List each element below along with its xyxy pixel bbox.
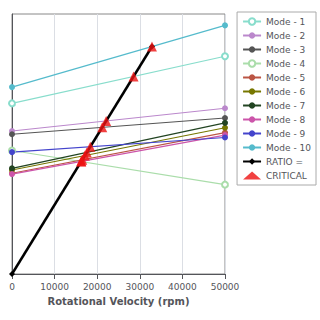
svg-text:20000: 20000	[83, 282, 112, 292]
svg-text:Mode - 2: Mode - 2	[266, 31, 305, 41]
svg-text:10000: 10000	[40, 282, 69, 292]
svg-text:30000: 30000	[125, 282, 154, 292]
svg-text:Mode - 3: Mode - 3	[266, 45, 305, 55]
svg-text:50000: 50000	[211, 282, 240, 292]
svg-text:0: 0	[9, 282, 15, 292]
svg-text:Mode - 6: Mode - 6	[266, 87, 305, 97]
svg-text:Mode - 9: Mode - 9	[266, 129, 305, 139]
svg-text:Mode - 8: Mode - 8	[266, 115, 305, 125]
svg-text:CRITICAL: CRITICAL	[266, 171, 307, 181]
svg-text:Mode - 4: Mode - 4	[266, 59, 305, 69]
svg-text:Mode - 7: Mode - 7	[266, 101, 305, 111]
svg-text:Mode - 10: Mode - 10	[266, 143, 311, 153]
svg-text:40000: 40000	[168, 282, 197, 292]
svg-text:Mode - 5: Mode - 5	[266, 73, 305, 83]
svg-text:Mode - 1: Mode - 1	[266, 17, 305, 27]
svg-text:Rotational Velocity (rpm): Rotational Velocity (rpm)	[47, 296, 189, 307]
svg-text:RATIO =: RATIO =	[266, 157, 303, 167]
